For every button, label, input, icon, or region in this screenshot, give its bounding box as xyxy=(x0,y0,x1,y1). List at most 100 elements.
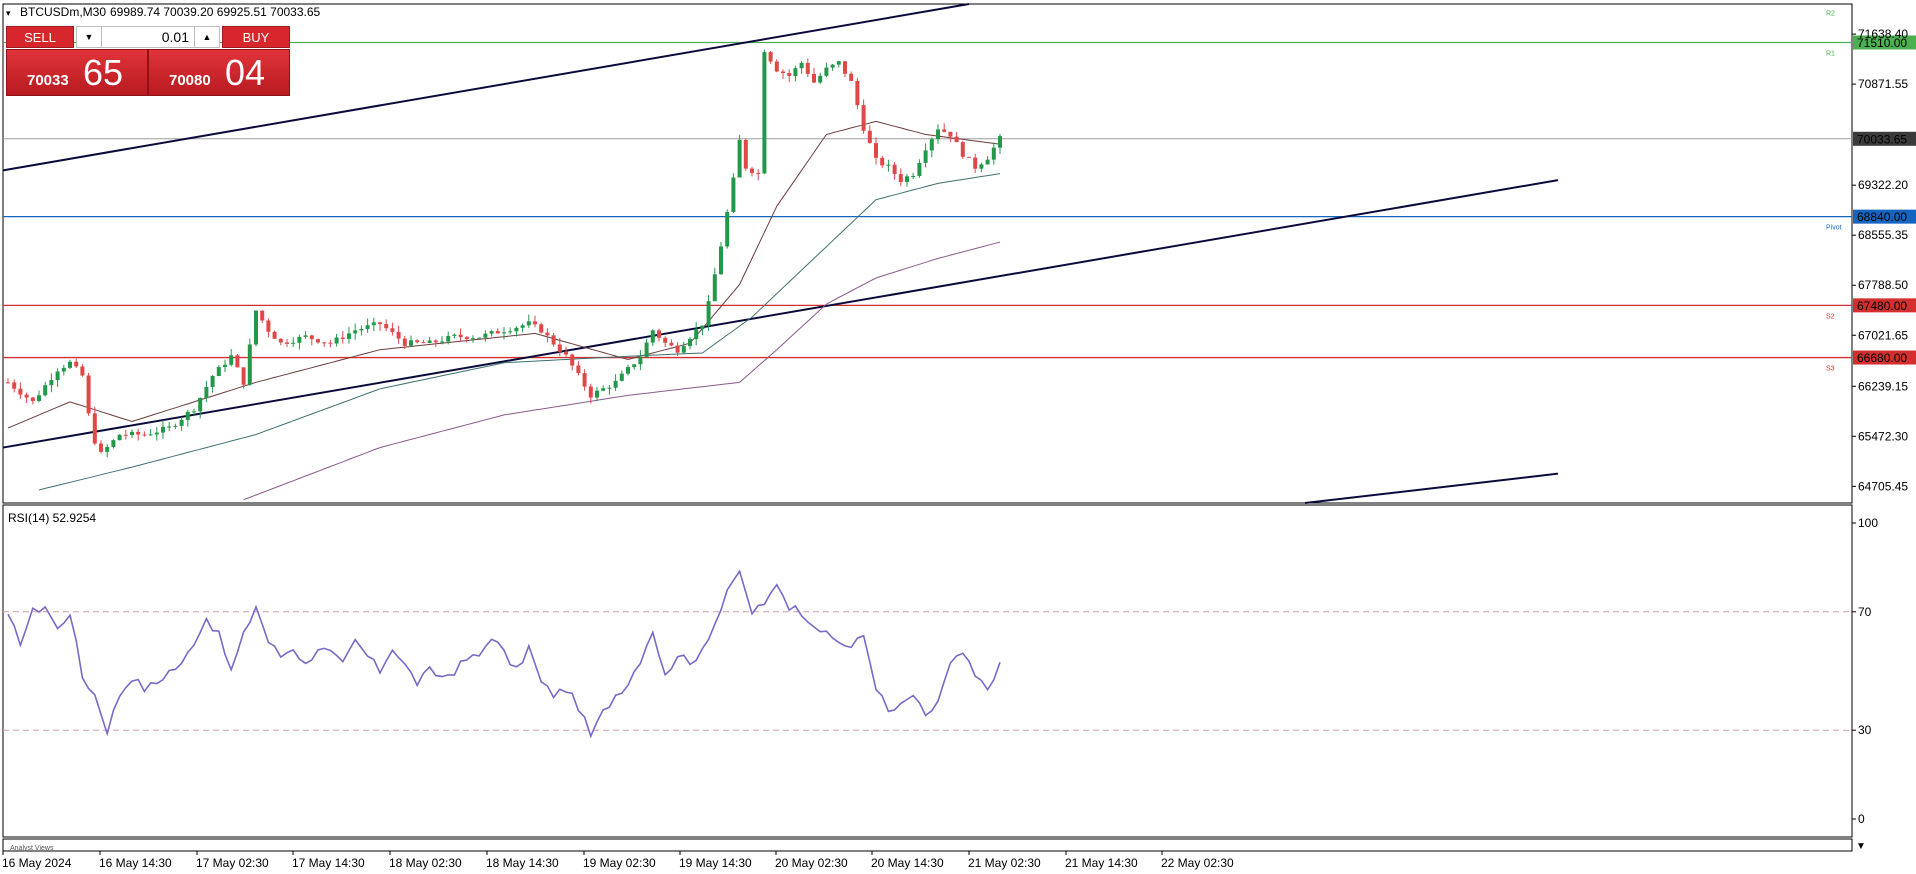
analyst-views-label: Analyst Views xyxy=(10,845,54,852)
sell-button[interactable]: SELL xyxy=(6,26,74,48)
candle-body xyxy=(545,332,550,336)
price-tick-label: 66239.15 xyxy=(1858,379,1908,393)
time-tick-label: 18 May 02:30 xyxy=(389,856,462,870)
rsi-tick-label: 100 xyxy=(1858,516,1878,530)
candle-body xyxy=(49,380,54,386)
candle-body xyxy=(880,157,885,166)
lot-decrease-icon[interactable]: ▼ xyxy=(77,27,102,47)
candle-body xyxy=(452,334,457,336)
candle-body xyxy=(942,129,947,132)
candle-body xyxy=(843,61,847,74)
candle-body xyxy=(657,330,661,338)
time-tick-label: 16 May 14:30 xyxy=(99,856,172,870)
buy-price-button[interactable]: 70080 04 xyxy=(148,49,290,96)
candle-body xyxy=(409,340,413,346)
level-price-r1: 71510.00 xyxy=(1857,36,1907,50)
candle-body xyxy=(241,367,246,385)
candle-body xyxy=(229,355,234,365)
candle-body xyxy=(743,139,748,169)
candle-body xyxy=(396,331,401,339)
candle-body xyxy=(161,426,165,433)
candle-body xyxy=(681,346,686,353)
candle-body xyxy=(731,177,736,212)
candle-body xyxy=(458,334,463,338)
candle-body xyxy=(898,174,903,183)
candle-body xyxy=(353,330,358,334)
candle-body xyxy=(607,387,612,389)
current-price-badge xyxy=(1853,131,1916,146)
price-tick-label: 67788.50 xyxy=(1858,278,1908,292)
candle-body xyxy=(24,394,29,398)
candle-body xyxy=(688,339,692,347)
candle-body xyxy=(334,337,339,344)
candle-body xyxy=(446,335,451,342)
collapse-arrow-icon[interactable]: ▼ xyxy=(1856,841,1866,852)
candle-body xyxy=(285,342,289,344)
trendline-1 xyxy=(2,3,970,172)
candle-body xyxy=(886,164,891,166)
candle-body xyxy=(867,130,872,144)
candle-body xyxy=(328,342,333,344)
candle-body xyxy=(967,156,971,158)
candle-body xyxy=(272,331,277,339)
candle-body xyxy=(489,331,494,334)
candle-body xyxy=(210,375,215,387)
candle-body xyxy=(551,335,556,345)
candle-body xyxy=(973,157,978,169)
candle-body xyxy=(359,329,364,331)
time-tick-label: 21 May 02:30 xyxy=(968,856,1041,870)
candle-body xyxy=(874,143,878,158)
one-click-trading-panel: SELL ▼ ▲ BUY 70033 65 70080 04 xyxy=(6,26,290,98)
price-tick-label: 70871.55 xyxy=(1858,77,1908,91)
candle-body xyxy=(768,52,773,62)
candle-body xyxy=(694,329,699,340)
lot-increase-icon[interactable]: ▲ xyxy=(194,27,219,47)
candle-body xyxy=(322,342,327,344)
lot-size-input[interactable] xyxy=(103,28,193,46)
buy-price-big: 04 xyxy=(225,52,266,93)
candle-body xyxy=(136,431,141,435)
candle-body xyxy=(954,136,959,143)
candle-body xyxy=(613,380,618,388)
candle-body xyxy=(185,411,190,420)
candle-body xyxy=(167,426,172,428)
trendline-3 xyxy=(1304,472,1559,504)
level-price-badge-s2 xyxy=(1853,298,1916,313)
analyst-views-panel[interactable] xyxy=(2,838,1853,852)
candle-body xyxy=(142,434,147,436)
candle-body xyxy=(725,211,730,247)
candle-body xyxy=(421,342,426,344)
candle-body xyxy=(378,322,382,324)
candle-body xyxy=(601,388,606,391)
candle-body xyxy=(706,301,711,326)
price-plot-frame xyxy=(2,3,1853,504)
candle-body xyxy=(812,73,816,83)
candle-body xyxy=(179,419,184,426)
candle-body xyxy=(471,338,475,340)
candle-body xyxy=(712,274,717,302)
buy-button[interactable]: BUY xyxy=(222,26,290,48)
level-tag-r1: R1 xyxy=(1826,50,1835,57)
candle-body xyxy=(805,62,810,74)
candle-body xyxy=(433,340,438,343)
candle-body xyxy=(923,150,928,163)
candle-body xyxy=(582,373,587,387)
candle-body xyxy=(123,434,128,436)
time-tick-label: 17 May 14:30 xyxy=(292,856,365,870)
chart-header-arrow-icon[interactable]: ▾ xyxy=(6,8,11,18)
candle-body xyxy=(316,339,320,343)
candle-body xyxy=(111,440,116,447)
candle-body xyxy=(836,61,841,65)
candle-body xyxy=(855,80,860,106)
level-tag-s2: S2 xyxy=(1826,313,1835,320)
candle-body xyxy=(192,411,196,413)
candle-body xyxy=(650,330,655,343)
candle-body xyxy=(781,71,785,74)
candle-body xyxy=(626,367,630,374)
candle-body xyxy=(911,175,916,177)
candle-body xyxy=(892,164,897,175)
sell-price-button[interactable]: 70033 65 xyxy=(6,49,148,96)
candle-body xyxy=(477,337,482,339)
candle-body xyxy=(663,337,668,343)
level-price-badge-r1 xyxy=(1853,35,1916,50)
